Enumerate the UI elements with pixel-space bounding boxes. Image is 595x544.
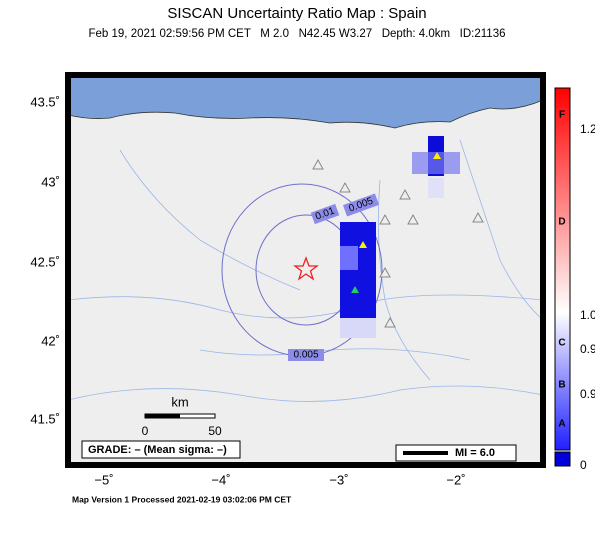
subtitle: Feb 19, 2021 02:59:56 PM CET M 2.0 N42.4… — [89, 28, 506, 40]
map-area: 0.01 0.005 0.005 km 0 50 GRADE: – (Mean … — [65, 72, 546, 468]
station-active — [433, 152, 441, 159]
grade-letter: C — [558, 338, 565, 349]
contour-label-box — [310, 203, 340, 225]
footer: Map Version 1 Processed 2021-02-19 03:02… — [72, 494, 292, 504]
scale-tick: 0 — [142, 424, 149, 438]
lat-label: 42˚ — [41, 333, 60, 348]
epicenter — [293, 256, 319, 281]
grade-letter: F — [559, 110, 565, 121]
lon-label: −3˚ — [329, 472, 348, 487]
lon-label: −5˚ — [94, 472, 113, 487]
land — [68, 75, 543, 465]
axis-labels: 43.5˚ 43˚ 42.5˚ 42˚ 41.5˚ −5˚ −4˚ −3˚ −2… — [30, 94, 465, 487]
colorbar-label: 0 — [580, 458, 587, 472]
mi-box — [395, 444, 517, 462]
scale-unit: km — [171, 394, 188, 409]
title: SISCAN Uncertainty Ratio Map : Spain — [167, 5, 426, 22]
lon-label: −2˚ — [446, 472, 465, 487]
grade: GRADE: – (Mean sigma: –) — [88, 444, 227, 456]
grade-letter: A — [558, 419, 565, 430]
colorbar-label: 1.2 — [580, 122, 595, 136]
lat-label: 43˚ — [41, 174, 60, 189]
sea — [67, 74, 544, 129]
rivers — [67, 139, 544, 402]
grade-letter: B — [558, 380, 565, 391]
lat-label: 42.5˚ — [30, 254, 60, 269]
grade-box — [81, 440, 241, 459]
frame — [65, 72, 546, 468]
lat-label: 41.5˚ — [30, 411, 60, 426]
scale-bar — [145, 414, 180, 418]
lon-label: −4˚ — [211, 472, 230, 487]
scale-tick: 50 — [208, 424, 222, 438]
colorbar-label: 1.0 — [580, 308, 595, 322]
colorbar-label: 0.9 — [580, 387, 595, 401]
contour-label: 0.005 — [293, 350, 318, 361]
colorbar: F D C B A 1.2 1.0 0.9 0.9 0 — [554, 87, 595, 472]
grade-letter: D — [558, 217, 565, 228]
contour-label-box — [288, 349, 324, 361]
cells — [340, 136, 460, 338]
station-active — [359, 241, 367, 248]
mi: MI = 6.0 — [455, 447, 495, 459]
colorbar-scale — [554, 87, 571, 451]
lat-label: 43.5˚ — [30, 94, 60, 109]
colorbar-min — [554, 451, 571, 467]
station-active — [351, 286, 359, 293]
contour-label-box — [342, 193, 380, 217]
colorbar-label: 0.9 — [580, 342, 595, 356]
